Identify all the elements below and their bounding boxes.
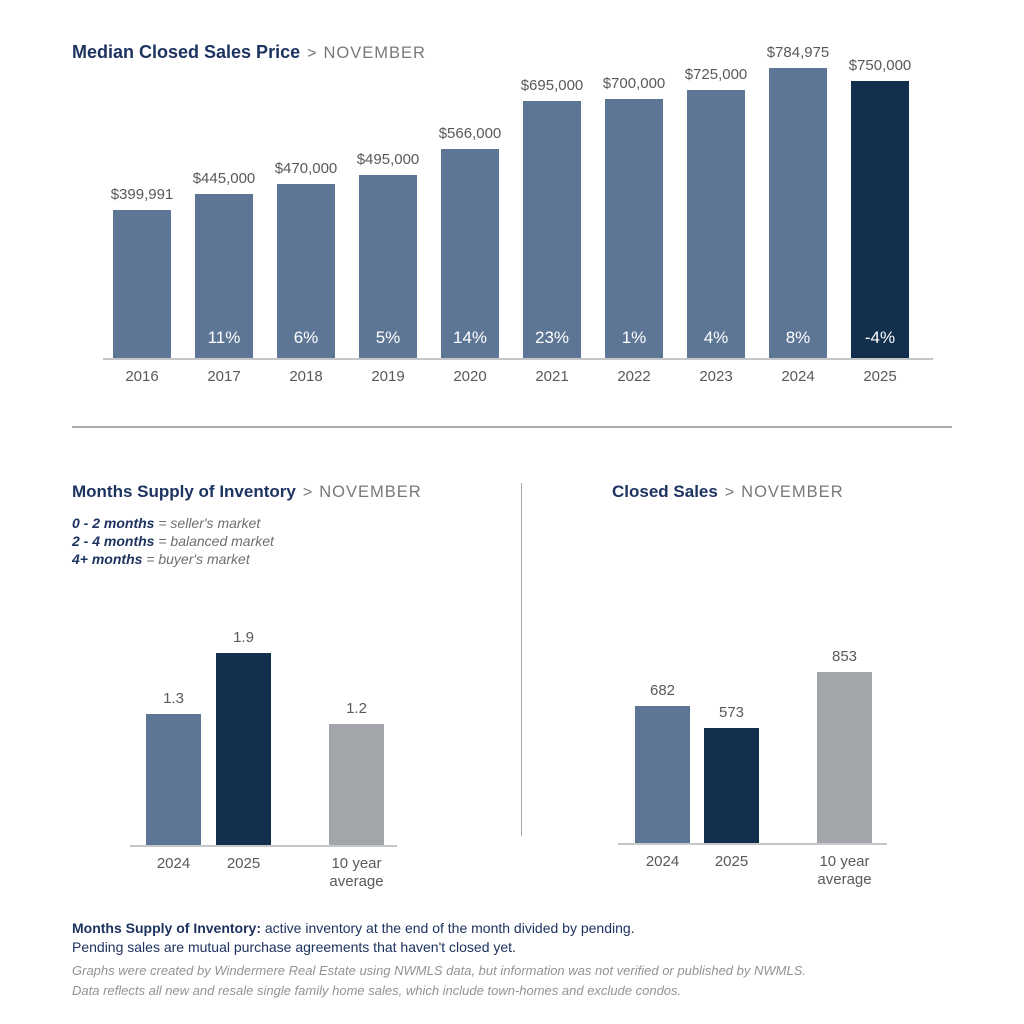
bar-value-label: $750,000	[848, 57, 912, 74]
closed-sales-subtitle: NOVEMBER	[741, 483, 844, 501]
bar-2016	[113, 210, 171, 358]
category-label: 10 year average	[329, 855, 384, 890]
bar-2024	[635, 706, 690, 843]
category-label: 2021	[535, 368, 569, 385]
bar-value-label: 682	[649, 682, 676, 699]
category-label: 2022	[617, 368, 651, 385]
title-separator: >	[724, 484, 735, 501]
vertical-divider	[521, 483, 522, 836]
closed-sales-title-text: Closed Sales	[612, 482, 718, 501]
x-axis-line	[130, 845, 397, 847]
category-label: 2018	[289, 368, 323, 385]
median-price-title-text: Median Closed Sales Price	[72, 42, 301, 62]
category-label: 2025	[863, 368, 897, 385]
closed-sales-title: Closed Sales > NOVEMBER	[612, 482, 844, 502]
bar-value-label: $566,000	[438, 125, 502, 142]
legend-line-seller: 0 - 2 months = seller's market	[72, 514, 274, 532]
bar-2025	[216, 653, 271, 845]
bar-2022	[605, 99, 663, 358]
category-label: 10 year average	[817, 853, 872, 888]
x-axis-line	[618, 843, 887, 845]
bar-value-label: $700,000	[602, 75, 666, 92]
bar-percent-label: 8%	[785, 328, 811, 347]
bar-2023	[687, 90, 745, 358]
legend-line-balanced: 2 - 4 months = balanced market	[72, 532, 274, 550]
definition-line2: Pending sales are mutual purchase agreem…	[72, 939, 516, 955]
bar-value-label: $495,000	[356, 151, 420, 168]
nwmls-disclaimer: Graphs were created by Windermere Real E…	[72, 961, 832, 1001]
x-axis-line	[103, 358, 933, 360]
bar-2021	[523, 101, 581, 358]
category-label: 2017	[207, 368, 241, 385]
legend-definition: = buyer's market	[146, 551, 250, 567]
months-supply-definition: Months Supply of Inventory: active inven…	[72, 919, 792, 957]
months-supply-title-text: Months Supply of Inventory	[72, 482, 296, 501]
section-divider	[72, 426, 952, 428]
bar-value-label: $784,975	[766, 44, 830, 61]
bar-2018	[277, 184, 335, 358]
bar-2024	[146, 714, 201, 845]
bar-percent-label: 6%	[293, 328, 319, 347]
bar-value-label: $470,000	[274, 160, 338, 177]
title-separator: >	[302, 484, 313, 501]
title-separator: >	[307, 45, 317, 62]
definition-text: active inventory at the end of the month…	[261, 920, 635, 936]
legend-definition: = balanced market	[158, 533, 274, 549]
category-label: 2020	[453, 368, 487, 385]
legend-term: 0 - 2 months	[72, 515, 155, 531]
bar-value-label: 1.3	[163, 690, 184, 707]
disclaimer-line1: Graphs were created by Windermere Real E…	[72, 963, 806, 978]
category-label: 2016	[125, 368, 159, 385]
months-supply-title: Months Supply of Inventory > NOVEMBER	[72, 482, 422, 502]
bar-value-label: 1.9	[233, 629, 254, 646]
closed-sales-chart: 682 2024 573 2025 853 10 year average	[618, 608, 887, 888]
bar-2025	[704, 728, 759, 843]
bar-2024	[769, 68, 827, 358]
median-price-title: Median Closed Sales Price > NOVEMBER	[72, 42, 426, 63]
bar-2025	[851, 81, 909, 358]
category-label: 2024	[156, 855, 191, 872]
bar-value-label: 1.2	[346, 700, 367, 717]
category-label: 2024	[781, 368, 815, 385]
disclaimer-line2: Data reflects all new and resale single …	[72, 983, 682, 998]
bar-percent-label: 5%	[375, 328, 401, 347]
median-price-chart: $399,991 2016 $445,000 11% 2017 $470,000 6% 201…	[103, 40, 933, 398]
bar-10-year-average	[817, 672, 872, 843]
bar-percent-label: 1%	[621, 328, 647, 347]
legend-line-buyer: 4+ months = buyer's market	[72, 550, 274, 568]
bar-percent-label: 4%	[703, 328, 729, 347]
legend-term: 2 - 4 months	[72, 533, 155, 549]
bar-percent-label: 11%	[207, 328, 241, 347]
bar-value-label: $445,000	[192, 170, 256, 187]
bar-value-label: $399,991	[110, 186, 174, 203]
bar-value-label: 573	[718, 704, 745, 721]
bar-2020	[441, 149, 499, 358]
bar-2017	[195, 194, 253, 358]
definition-term: Months Supply of Inventory:	[72, 920, 261, 936]
category-label: 2019	[371, 368, 405, 385]
market-legend: 0 - 2 months = seller's market 2 - 4 mon…	[72, 514, 274, 568]
median-price-subtitle: NOVEMBER	[323, 44, 426, 62]
months-supply-chart: 1.3 2024 1.9 2025 1.2 10 year average	[130, 608, 397, 890]
bar-percent-label: 23%	[534, 328, 570, 347]
bar-percent-label: -4%	[864, 328, 896, 347]
bar-value-label: $725,000	[684, 66, 748, 83]
category-label: 2025	[714, 853, 749, 870]
bar-value-label: 853	[831, 648, 858, 665]
bar-2019	[359, 175, 417, 358]
bar-value-label: $695,000	[520, 77, 584, 94]
bar-10-year-average	[329, 724, 384, 845]
category-label: 2025	[226, 855, 261, 872]
category-label: 2024	[645, 853, 680, 870]
bar-percent-label: 14%	[452, 328, 488, 347]
legend-term: 4+ months	[72, 551, 143, 567]
legend-definition: = seller's market	[158, 515, 261, 531]
category-label: 2023	[699, 368, 733, 385]
months-supply-subtitle: NOVEMBER	[319, 483, 422, 501]
